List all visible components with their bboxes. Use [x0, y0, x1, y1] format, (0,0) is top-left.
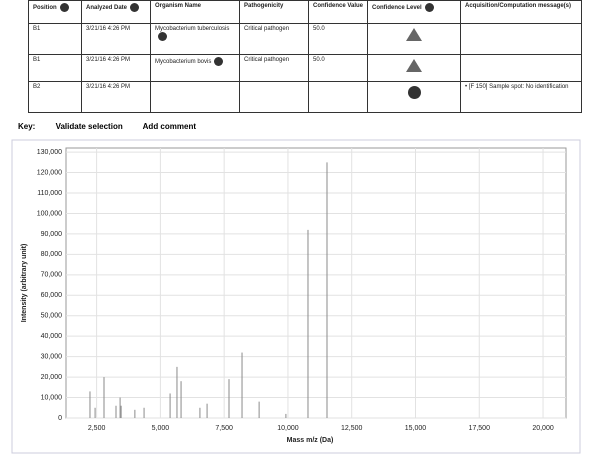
confidence-icon — [407, 86, 421, 99]
y-axis-label: Intensity (arbitrary unit) — [21, 244, 28, 323]
confidence-icon — [406, 28, 422, 41]
y-tick-label: 50,000 — [41, 313, 63, 320]
y-tick-label: 40,000 — [41, 333, 63, 340]
cell: • [F 150] Sample spot: No identification — [460, 81, 582, 113]
sort-button[interactable] — [59, 3, 69, 12]
header-text: Confidence Value — [313, 3, 364, 9]
header-text: Position — [33, 5, 57, 12]
y-tick-label: 0 — [58, 415, 62, 422]
cell: Critical pathogen — [239, 23, 309, 55]
x-axis-label: Mass m/z (Da) — [287, 437, 334, 444]
header-row: Position Analyzed Date Organism Name Pat… — [28, 0, 582, 24]
row[interactable]: B1 3/21/16 4:26 PM Mycobacterium tubercu… — [28, 23, 582, 55]
y-tick-label: 120,000 — [37, 169, 62, 176]
results-table: Position Analyzed Date Organism Name Pat… — [28, 0, 582, 113]
x-tick-label: 5,000 — [152, 425, 170, 432]
y-tick-label: 30,000 — [41, 353, 63, 360]
cell — [367, 23, 461, 55]
cell-text: Mycobacterium tuberculosis — [155, 26, 230, 32]
row[interactable]: B2 3/21/16 4:26 PM • [F 150] Sample spot… — [28, 81, 582, 113]
x-tick-label: 10,000 — [277, 425, 299, 432]
cell-text: Mycobacterium bovis — [155, 59, 212, 66]
cell: 3/21/16 4:26 PM — [81, 81, 151, 113]
y-tick-label: 10,000 — [41, 394, 63, 401]
sort-button[interactable] — [130, 3, 140, 12]
action-link[interactable]: Add comment — [142, 122, 196, 131]
y-tick-label: 20,000 — [41, 374, 63, 381]
header-text: Confidence Level — [372, 5, 422, 12]
key-label: Key: — [18, 122, 36, 131]
cell-text: [F 150] Sample spot: No identification — [468, 84, 569, 90]
key-bar: Key: Validate selection Add comment — [18, 122, 214, 131]
x-tick-label: 20,000 — [532, 425, 554, 432]
x-tick-label: 2,500 — [88, 425, 106, 432]
cell — [367, 81, 461, 113]
header[interactable]: Organism Name — [150, 0, 240, 24]
y-tick-label: 90,000 — [41, 231, 63, 238]
action-link[interactable]: Validate selection — [55, 122, 123, 131]
cell — [150, 81, 240, 113]
header-text: Acquisition/Computation message(s) — [465, 3, 572, 9]
row[interactable]: B1 3/21/16 4:26 PM Mycobacterium bovis C… — [28, 54, 582, 82]
cell: B1 — [28, 23, 82, 55]
y-tick-label: 130,000 — [37, 149, 62, 156]
cell: Mycobacterium tuberculosis — [150, 23, 240, 55]
x-tick-label: 15,000 — [405, 425, 427, 432]
header-text: Organism Name — [155, 3, 202, 9]
y-tick-label: 110,000 — [37, 190, 62, 197]
x-tick-label: 12,500 — [341, 425, 363, 432]
x-tick-label: 7,500 — [215, 425, 233, 432]
y-tick-label: 100,000 — [37, 210, 62, 217]
cell: B2 — [28, 81, 82, 113]
y-tick-label: 60,000 — [41, 292, 63, 299]
info-icon[interactable] — [214, 57, 224, 66]
header[interactable]: Acquisition/Computation message(s) — [460, 0, 582, 24]
header-text: Pathogenicity — [244, 3, 284, 9]
confidence-icon — [406, 59, 422, 72]
x-tick-label: 17,500 — [469, 425, 491, 432]
y-tick-label: 70,000 — [41, 272, 63, 279]
info-icon[interactable] — [158, 32, 167, 41]
cell — [308, 81, 368, 113]
sort-button[interactable] — [424, 3, 434, 12]
header-text: Analyzed Date — [86, 5, 128, 12]
chart-frame — [11, 139, 581, 454]
y-tick-label: 80,000 — [41, 251, 63, 258]
